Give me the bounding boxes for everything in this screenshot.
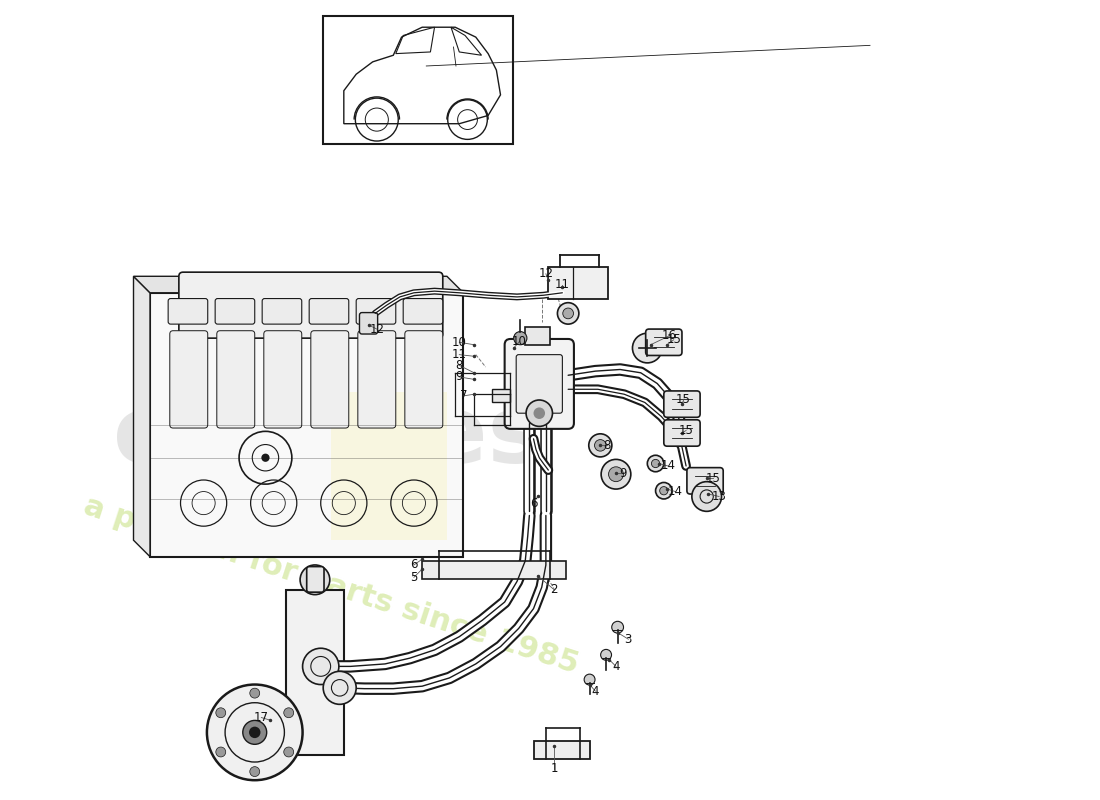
FancyBboxPatch shape: [405, 330, 443, 428]
Text: 6: 6: [530, 497, 537, 510]
Circle shape: [514, 331, 527, 345]
Text: 15: 15: [667, 334, 681, 346]
Circle shape: [632, 333, 662, 363]
FancyBboxPatch shape: [150, 293, 463, 557]
FancyBboxPatch shape: [217, 330, 255, 428]
FancyBboxPatch shape: [262, 298, 301, 324]
Text: 1: 1: [550, 762, 558, 775]
Circle shape: [558, 302, 579, 324]
FancyBboxPatch shape: [358, 330, 396, 428]
Circle shape: [284, 747, 294, 757]
Text: 11: 11: [452, 348, 466, 361]
Text: 15: 15: [679, 424, 693, 437]
Text: europes: europes: [113, 391, 543, 483]
Text: 8: 8: [603, 439, 611, 452]
FancyBboxPatch shape: [549, 267, 607, 298]
Text: 16: 16: [662, 329, 678, 342]
Text: 2: 2: [550, 583, 558, 596]
Text: 12: 12: [370, 322, 384, 335]
FancyBboxPatch shape: [323, 17, 513, 144]
FancyBboxPatch shape: [404, 298, 443, 324]
FancyBboxPatch shape: [179, 272, 443, 338]
Text: 15: 15: [706, 472, 721, 485]
FancyBboxPatch shape: [286, 590, 344, 754]
Text: 9: 9: [619, 467, 626, 480]
FancyBboxPatch shape: [356, 298, 396, 324]
Circle shape: [300, 565, 330, 594]
Circle shape: [262, 454, 270, 462]
FancyBboxPatch shape: [216, 298, 255, 324]
FancyBboxPatch shape: [663, 391, 700, 418]
Circle shape: [323, 671, 356, 704]
Circle shape: [647, 455, 663, 472]
Text: 17: 17: [254, 711, 268, 724]
Text: a passion for parts since 1985: a passion for parts since 1985: [80, 492, 582, 679]
Circle shape: [534, 407, 546, 419]
Text: 3: 3: [625, 633, 632, 646]
FancyBboxPatch shape: [331, 392, 447, 540]
Circle shape: [526, 400, 552, 426]
Polygon shape: [133, 276, 150, 557]
Text: 10: 10: [512, 335, 527, 348]
FancyBboxPatch shape: [516, 354, 562, 413]
Circle shape: [207, 685, 302, 780]
FancyBboxPatch shape: [493, 390, 510, 402]
Circle shape: [584, 674, 595, 685]
Circle shape: [588, 434, 612, 457]
FancyBboxPatch shape: [309, 298, 349, 324]
Text: 14: 14: [660, 459, 675, 473]
Circle shape: [250, 766, 260, 777]
Circle shape: [302, 648, 339, 685]
Text: 4: 4: [592, 685, 600, 698]
Text: 4: 4: [613, 660, 619, 673]
Circle shape: [250, 688, 260, 698]
Text: 12: 12: [538, 267, 553, 280]
Circle shape: [612, 622, 624, 633]
Text: 11: 11: [554, 278, 570, 291]
Circle shape: [284, 708, 294, 718]
Text: 9: 9: [455, 370, 463, 383]
Circle shape: [651, 459, 660, 468]
Circle shape: [601, 459, 630, 489]
FancyBboxPatch shape: [663, 420, 700, 446]
Circle shape: [563, 308, 573, 318]
Text: 15: 15: [676, 394, 691, 406]
FancyBboxPatch shape: [307, 566, 324, 592]
Text: 14: 14: [668, 485, 683, 498]
FancyBboxPatch shape: [422, 561, 566, 579]
Polygon shape: [133, 276, 463, 293]
Circle shape: [660, 486, 668, 495]
Circle shape: [249, 726, 261, 738]
Text: 10: 10: [452, 336, 466, 349]
Circle shape: [594, 439, 606, 451]
FancyBboxPatch shape: [264, 330, 301, 428]
FancyBboxPatch shape: [505, 339, 574, 429]
Circle shape: [608, 467, 624, 482]
Circle shape: [656, 482, 672, 499]
Circle shape: [308, 573, 321, 586]
Circle shape: [216, 747, 225, 757]
FancyBboxPatch shape: [646, 329, 682, 355]
Circle shape: [243, 721, 266, 744]
FancyBboxPatch shape: [526, 326, 550, 345]
Text: 6: 6: [410, 558, 418, 571]
FancyBboxPatch shape: [311, 330, 349, 428]
Circle shape: [216, 708, 225, 718]
FancyBboxPatch shape: [534, 741, 590, 758]
FancyBboxPatch shape: [686, 468, 723, 494]
Circle shape: [601, 650, 612, 660]
Text: 8: 8: [455, 359, 463, 372]
FancyBboxPatch shape: [168, 298, 208, 324]
Text: 7: 7: [460, 390, 467, 402]
FancyBboxPatch shape: [169, 330, 208, 428]
FancyBboxPatch shape: [360, 313, 377, 334]
Text: 5: 5: [410, 571, 418, 584]
Text: 13: 13: [712, 490, 726, 503]
Circle shape: [692, 482, 722, 511]
